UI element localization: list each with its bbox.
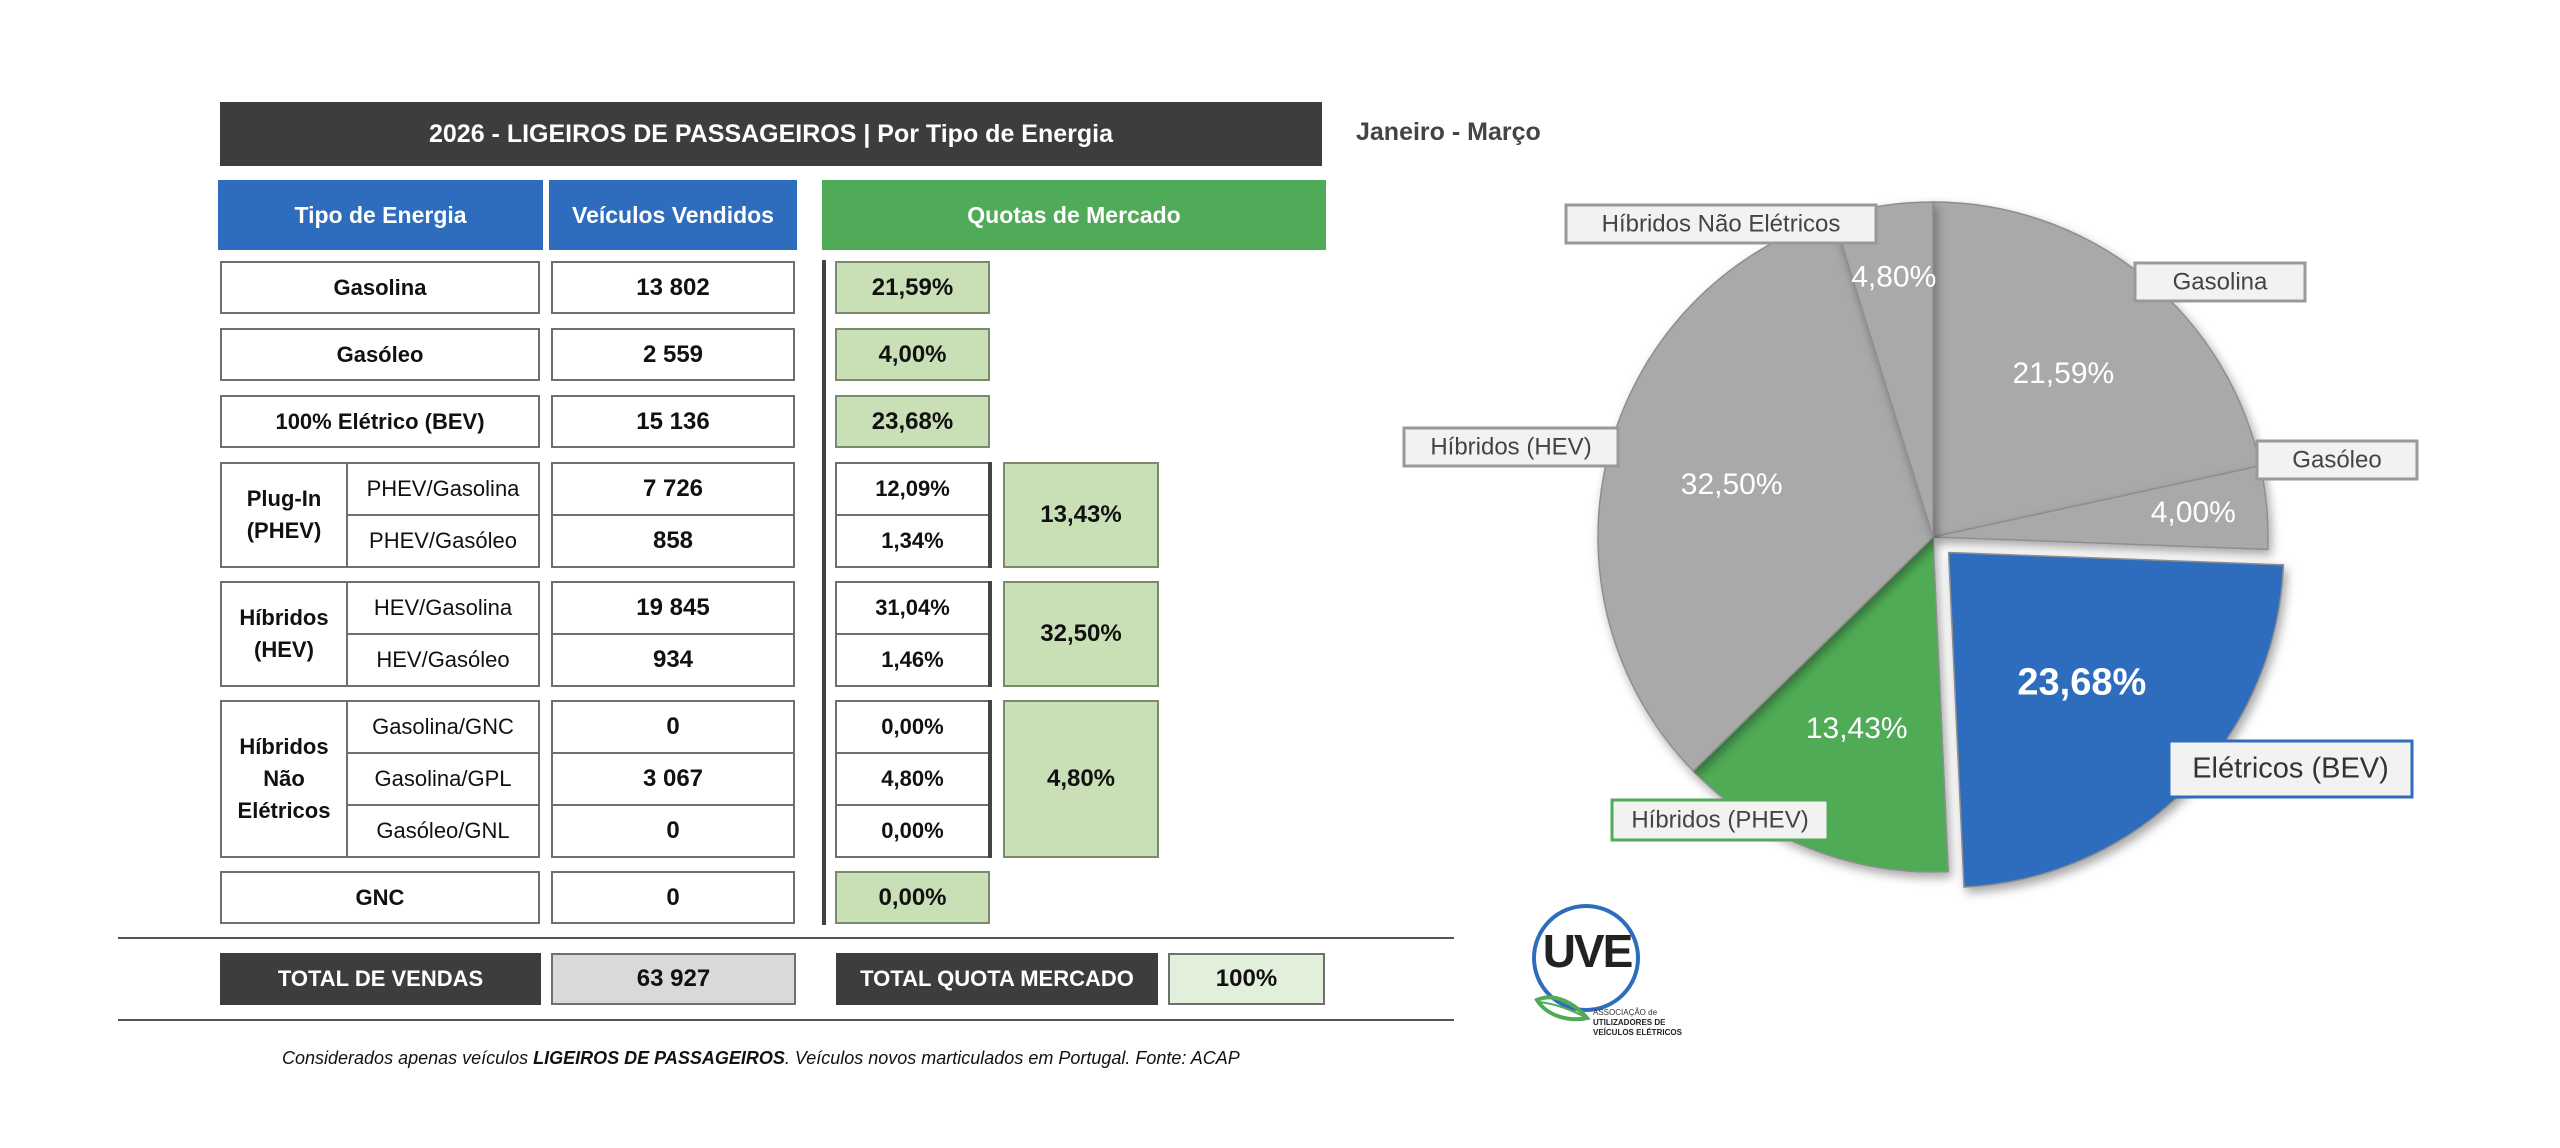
pie-category-label-gasolina: Gasolina <box>2133 261 2307 303</box>
row-gasolina-gnc-share: 0,00% <box>835 700 990 754</box>
pie-value-label-eletricos-bev: 23,68% <box>2017 662 2146 704</box>
row-phev-gasolina-sold: 7 726 <box>551 462 795 516</box>
hev-total-separator <box>988 581 992 687</box>
pie-category-text-eletricos-bev: Elétricos (BEV) <box>2192 753 2389 785</box>
period-label: Janeiro - Março <box>1356 118 1541 146</box>
group-nao-eletricos-total: 4,80% <box>1003 700 1159 858</box>
pie-category-label-hibridos-nao-eletricos: Híbridos Não Elétricos <box>1564 203 1878 245</box>
pie-category-box-eletricos-bev <box>2167 739 2414 799</box>
row-hev-gasoleo-label: HEV/Gasóleo <box>346 633 540 687</box>
row-phev-gasolina-label: PHEV/Gasolina <box>346 462 540 516</box>
row-bev-share: 23,68% <box>835 395 990 448</box>
row-gasolina-label: Gasolina <box>220 261 540 314</box>
row-phev-gasoleo-sold: 858 <box>551 514 795 568</box>
total-vendas-label: TOTAL DE VENDAS <box>220 953 541 1005</box>
group-nao-eletricos-label: Híbridos Não Elétricos <box>220 700 348 858</box>
row-bev-sold: 15 136 <box>551 395 795 448</box>
totals-bottom-rule <box>118 1019 1454 1021</box>
footnote-post: . Veículos novos marticulados em Portuga… <box>784 1048 1240 1068</box>
uve-logo-line2: UTILIZADORES DE <box>1593 1018 1666 1027</box>
pie-slice-hibridos-phev <box>1692 535 1950 873</box>
pie-category-label-gasoleo: Gasóleo <box>2255 439 2419 481</box>
row-gasoleo-gnl-share: 0,00% <box>835 804 990 858</box>
row-phev-gasoleo-label: PHEV/Gasóleo <box>346 514 540 568</box>
column-header-quotas: Quotas de Mercado <box>822 180 1326 250</box>
row-gasoleo-sold: 2 559 <box>551 328 795 381</box>
row-gasolina-share: 21,59% <box>835 261 990 314</box>
uve-logo-text: UVE <box>1542 925 1634 977</box>
uve-logo-mark-icon <box>1532 904 1640 1022</box>
uve-logo-line3: VEÍCULOS ELÉTRICOS <box>1593 1028 1682 1037</box>
row-gnc-sold: 0 <box>551 871 795 924</box>
pie-category-text-gasolina: Gasolina <box>2173 268 2268 295</box>
row-gasolina-gpl-share: 4,80% <box>835 752 990 806</box>
pie-category-text-hibridos-phev: Híbridos (PHEV) <box>1631 806 1808 833</box>
row-gasoleo-gnl-label: Gasóleo/GNL <box>346 804 540 858</box>
row-hev-gasolina-sold: 19 845 <box>551 581 795 635</box>
pie-value-label-hibridos-hev: 32,50% <box>1681 468 1783 501</box>
pie-category-box-gasoleo <box>2255 439 2419 481</box>
row-gasoleo-gnl-sold: 0 <box>551 804 795 858</box>
row-gasolina-gpl-label: Gasolina/GPL <box>346 752 540 806</box>
row-hev-gasoleo-sold: 934 <box>551 633 795 687</box>
pie-category-label-hibridos-hev: Híbridos (HEV) <box>1402 426 1620 468</box>
nao-eletricos-total-separator <box>988 700 992 858</box>
total-quota-value: 100% <box>1168 953 1325 1005</box>
share-column-separator <box>822 260 826 925</box>
row-gasolina-gnc-sold: 0 <box>551 700 795 754</box>
row-gasoleo-label: Gasóleo <box>220 328 540 381</box>
pie-slice-eletricos-bev <box>1947 551 2285 888</box>
group-hev-label: Híbridos (HEV) <box>220 581 348 687</box>
row-gnc-label: GNC <box>220 871 540 924</box>
pie-category-box-hibridos-nao-eletricos <box>1564 203 1878 245</box>
column-header-vendidos: Veículos Vendidos <box>549 180 797 250</box>
market-share-pie-chart: 21,59% 4,00% 23,68% 13,43% 32,50% 4,80% Gasoli… <box>1402 201 2419 888</box>
uve-logo: UVE ASSOCIAÇÃO de UTILIZADORES DE VEÍCUL… <box>1525 900 1685 1060</box>
row-gasoleo-share: 4,00% <box>835 328 990 381</box>
total-vendas-value: 63 927 <box>551 953 796 1005</box>
pie-category-text-hibridos-nao-eletricos: Híbridos Não Elétricos <box>1602 210 1841 237</box>
group-phev-label: Plug-In (PHEV) <box>220 462 348 568</box>
pie-category-text-hibridos-hev: Híbridos (HEV) <box>1430 433 1591 460</box>
row-hev-gasolina-share: 31,04% <box>835 581 990 635</box>
column-header-tipo: Tipo de Energia <box>218 180 543 250</box>
uve-logo-line1: ASSOCIAÇÃO de <box>1593 1008 1658 1017</box>
pie-category-box-gasolina <box>2133 261 2307 303</box>
footnote-bold: LIGEIROS DE PASSAGEIROS <box>533 1048 785 1068</box>
pie-category-box-hibridos-hev <box>1402 426 1620 468</box>
table-title: 2026 - LIGEIROS DE PASSAGEIROS | Por Tip… <box>220 102 1322 166</box>
row-gasolina-gnc-label: Gasolina/GNC <box>346 700 540 754</box>
group-hev-total: 32,50% <box>1003 581 1159 687</box>
pie-value-label-gasolina: 21,59% <box>2012 357 2114 390</box>
row-phev-gasoleo-share: 1,34% <box>835 514 990 568</box>
pie-value-label-hibridos-nao-eletricos: 4,80% <box>1851 261 1936 294</box>
pie-category-box-hibridos-phev <box>1610 798 1830 842</box>
totals-top-rule <box>118 937 1454 939</box>
total-quota-label: TOTAL QUOTA MERCADO <box>836 953 1158 1005</box>
row-gasolina-gpl-sold: 3 067 <box>551 752 795 806</box>
row-bev-label: 100% Elétrico (BEV) <box>220 395 540 448</box>
row-hev-gasoleo-share: 1,46% <box>835 633 990 687</box>
pie-category-label-eletricos-bev: Elétricos (BEV) <box>2167 739 2414 799</box>
pie-category-text-gasoleo: Gasóleo <box>2292 446 2381 473</box>
pie-value-label-hibridos-phev: 13,43% <box>1806 712 1908 745</box>
row-gasolina-sold: 13 802 <box>551 261 795 314</box>
row-phev-gasolina-share: 12,09% <box>835 462 990 516</box>
row-gnc-share: 0,00% <box>835 871 990 924</box>
footnote-pre: Considerados apenas veículos <box>282 1048 534 1068</box>
footnote: Considerados apenas veículos LIGEIROS DE… <box>282 1048 1240 1069</box>
phev-total-separator <box>988 462 992 568</box>
row-hev-gasolina-label: HEV/Gasolina <box>346 581 540 635</box>
pie-value-label-gasoleo: 4,00% <box>2151 496 2236 529</box>
pie-category-label-hibridos-phev: Híbridos (PHEV) <box>1610 798 1830 842</box>
group-phev-total: 13,43% <box>1003 462 1159 568</box>
